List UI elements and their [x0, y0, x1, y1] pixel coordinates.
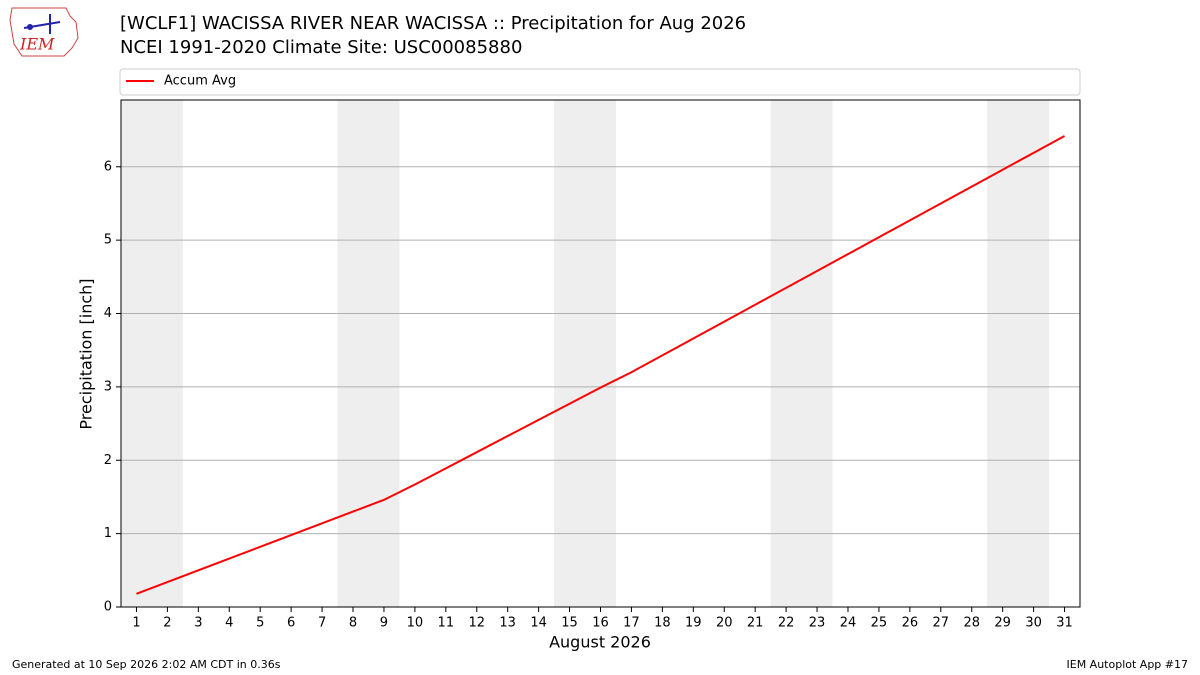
- y-tick-label: 3: [104, 379, 112, 394]
- chart-subtitle: NCEI 1991-2020 Climate Site: USC00085880: [120, 37, 522, 58]
- x-tick-label: 3: [194, 616, 202, 631]
- x-tick-label: 15: [561, 616, 578, 631]
- series-line: [136, 135, 1066, 595]
- x-tick-label: 18: [654, 616, 671, 631]
- x-tick-label: 8: [349, 616, 357, 631]
- legend-label: Accum Avg: [164, 74, 236, 89]
- x-tick-label: 16: [592, 616, 609, 631]
- logo-text: IEM: [19, 35, 55, 54]
- weekend-band: [770, 100, 833, 607]
- x-tick-label: 9: [380, 616, 388, 631]
- x-tick-label: 13: [499, 616, 516, 631]
- y-tick-label: 0: [104, 600, 112, 615]
- logo-outline: [9, 7, 79, 57]
- x-tick-label: 19: [685, 616, 702, 631]
- x-tick-label: 4: [225, 616, 233, 631]
- y-tick-label: 5: [104, 233, 112, 248]
- y-tick-label: 2: [104, 453, 112, 468]
- weekend-band: [121, 100, 183, 607]
- x-tick-label: 1: [132, 616, 140, 631]
- x-tick-label: 22: [778, 616, 795, 631]
- logo-icon: [27, 24, 33, 30]
- x-tick-label: 31: [1056, 616, 1073, 631]
- y-tick-label: 4: [104, 306, 112, 321]
- legend-box: [119, 68, 1081, 96]
- y-tick-label: 6: [104, 159, 112, 174]
- x-tick-label: 5: [256, 616, 264, 631]
- y-axis-label: Precipitation [inch]: [77, 278, 96, 429]
- x-tick-label: 27: [933, 616, 950, 631]
- plot-frame: [120, 99, 1081, 608]
- x-tick-label: 24: [840, 616, 857, 631]
- logo: IEM: [9, 7, 79, 57]
- x-tick-label: 29: [994, 616, 1011, 631]
- y-tick-label: 1: [104, 526, 112, 541]
- x-tick-label: 10: [407, 616, 424, 631]
- x-tick-label: 23: [809, 616, 826, 631]
- weekend-band: [987, 100, 1050, 607]
- x-tick-label: 6: [287, 616, 295, 631]
- x-tick-label: 26: [902, 616, 919, 631]
- x-tick-label: 7: [318, 616, 326, 631]
- x-tick-label: 21: [747, 616, 764, 631]
- x-tick-label: 11: [438, 616, 455, 631]
- weekend-band: [337, 100, 400, 607]
- x-tick-label: 25: [871, 616, 888, 631]
- footer-right: IEM Autoplot App #17: [1067, 658, 1189, 671]
- weekend-band: [554, 100, 616, 607]
- footer-left: Generated at 10 Sep 2026 2:02 AM CDT in …: [12, 658, 281, 671]
- x-tick-label: 17: [623, 616, 640, 631]
- x-tick-label: 30: [1025, 616, 1042, 631]
- x-axis-label: August 2026: [549, 633, 651, 652]
- x-tick-label: 14: [530, 616, 547, 631]
- x-tick-label: 2: [163, 616, 171, 631]
- chart-title: [WCLF1] WACISSA RIVER NEAR WACISSA :: Pr…: [120, 13, 746, 34]
- x-tick-label: 12: [468, 616, 485, 631]
- x-tick-label: 20: [716, 616, 733, 631]
- x-tick-label: 28: [963, 616, 980, 631]
